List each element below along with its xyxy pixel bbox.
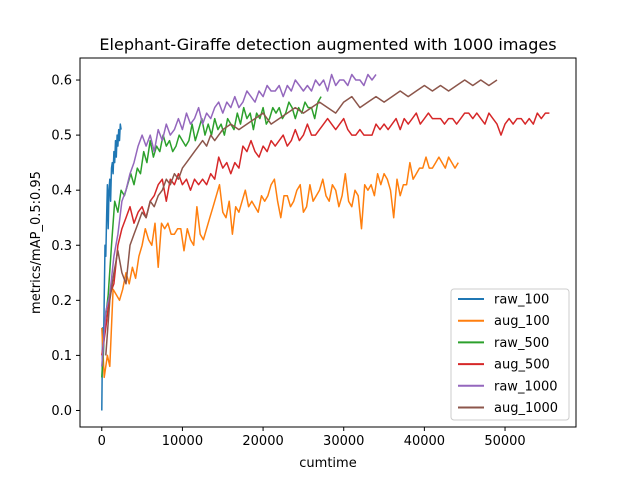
x-tick-label: 20000 <box>242 434 283 449</box>
x-tick-label: 50000 <box>484 434 525 449</box>
legend-label-raw-1000: raw_1000 <box>494 379 558 394</box>
x-tick-label: 10000 <box>162 434 203 449</box>
legend-label-aug-100: aug_100 <box>494 314 550 329</box>
legend-box <box>450 288 570 421</box>
y-tick-label: 0.6 <box>51 74 72 89</box>
legend-label-raw-500: raw_500 <box>494 336 549 351</box>
x-tick-label: 0 <box>98 434 106 449</box>
legend-label-aug-1000: aug_1000 <box>494 401 558 416</box>
legend: raw_100 aug_100 raw_500 aug_500 raw_1000 aug_… <box>450 288 570 421</box>
y-tick-label: 0.3 <box>51 239 72 254</box>
y-tick-label: 0.2 <box>51 294 72 309</box>
y-tick-label: 0.5 <box>51 129 72 144</box>
series-line-raw-1000 <box>101 73 377 367</box>
axes-frame <box>79 57 577 428</box>
x-axis-label: cumtime <box>299 456 356 471</box>
series-line-raw-100 <box>101 123 122 411</box>
series-line-aug-100 <box>101 156 459 379</box>
x-axis: 0 10000 20000 30000 40000 50000 <box>98 427 526 449</box>
chart-title: Elephant-Giraffe detection augmented wit… <box>99 35 556 54</box>
legend-label-raw-100: raw_100 <box>494 293 549 308</box>
x-tick-label: 40000 <box>404 434 445 449</box>
y-tick-label: 0.0 <box>51 404 72 419</box>
y-tick-label: 0.4 <box>51 184 72 199</box>
y-axis: 0.0 0.1 0.2 0.3 0.4 0.5 0.6 <box>51 74 80 419</box>
x-tick-label: 30000 <box>323 434 364 449</box>
series-layer <box>101 73 550 411</box>
y-axis-label: metrics/mAP_0.5:0.95 <box>29 171 44 314</box>
y-tick-label: 0.1 <box>51 349 72 364</box>
legend-label-aug-500: aug_500 <box>494 358 550 373</box>
series-line-aug-1000 <box>105 79 498 356</box>
series-line-aug-500 <box>101 112 550 356</box>
